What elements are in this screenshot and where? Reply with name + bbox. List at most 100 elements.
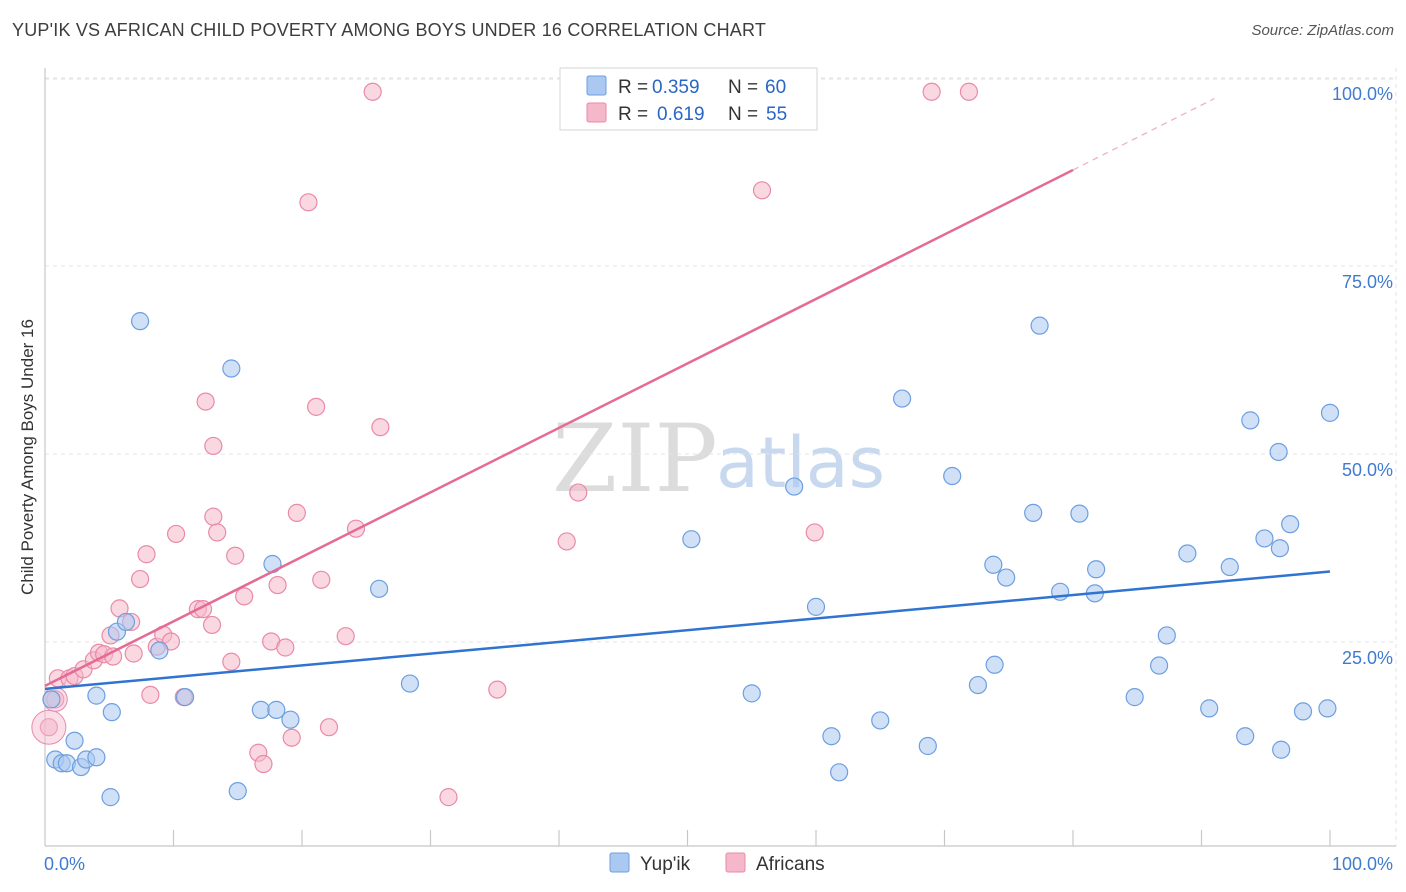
yupik-point-8 xyxy=(87,686,106,705)
yupik-point-45 xyxy=(1149,656,1169,675)
yupik-point-57 xyxy=(1293,702,1313,721)
africans-point-50 xyxy=(569,483,588,502)
africans-point-33 xyxy=(254,754,273,774)
x-axis-tick-marks xyxy=(172,830,1331,846)
yupik-point-38 xyxy=(1024,503,1043,522)
yupik-point-31 xyxy=(892,389,912,408)
yupik-point-12 xyxy=(116,612,136,632)
yupik-point-34 xyxy=(968,675,988,695)
yupik-point-41 xyxy=(1070,504,1089,523)
africans-point-30 xyxy=(226,546,245,565)
africans-point-0 xyxy=(39,718,58,737)
yupik-point-53 xyxy=(1269,442,1288,462)
yupik-point-27 xyxy=(806,597,826,616)
legend-r-value-yupik: 0.359 xyxy=(652,77,700,98)
source-label: Source: ZipAtlas.com xyxy=(1251,22,1394,39)
africans-point-42 xyxy=(319,718,339,737)
africans-point-41 xyxy=(312,570,331,589)
yupik-point-52 xyxy=(1255,529,1274,548)
yupik-point-10 xyxy=(102,703,121,722)
africans-point-45 xyxy=(363,82,382,101)
bottom-legend-swatch-africans xyxy=(725,852,746,873)
yupik-point-35 xyxy=(984,555,1003,574)
watermark: ZIP atlas xyxy=(552,405,885,514)
yupik-point-32 xyxy=(918,736,937,756)
yupik-point-33 xyxy=(943,466,962,486)
y-tick-label-75: 75.0% xyxy=(1342,272,1393,292)
africans-point-26 xyxy=(204,436,223,456)
yupik-point-55 xyxy=(1272,740,1291,759)
africans-point-43 xyxy=(336,627,355,646)
x-tick-label-min: 0.0% xyxy=(44,854,85,874)
yupik-point-25 xyxy=(742,684,761,703)
africans-point-31 xyxy=(235,587,254,606)
yupik-point-44 xyxy=(1125,688,1144,707)
yupik-trend-line xyxy=(44,570,1331,691)
y-tick-label-100: 100.0% xyxy=(1332,84,1393,104)
yupik-point-29 xyxy=(830,763,849,782)
yupik-point-20 xyxy=(267,700,286,719)
africans-point-36 xyxy=(276,638,295,657)
africans-point-24 xyxy=(196,392,215,411)
legend-r-label-yupik: R = xyxy=(618,77,648,98)
africans-point-25 xyxy=(202,615,222,635)
yupik-point-24 xyxy=(682,530,701,549)
africans-point-28 xyxy=(208,523,227,542)
yupik-point-54 xyxy=(1270,539,1289,558)
africans-points xyxy=(31,82,979,807)
yupik-point-30 xyxy=(871,711,890,730)
yupik-point-14 xyxy=(150,641,169,660)
legend-n-value-yupik: 60 xyxy=(765,77,786,98)
africans-point-47 xyxy=(439,788,458,807)
yupik-point-9 xyxy=(101,788,120,807)
y-tick-label-25: 25.0% xyxy=(1342,648,1393,668)
africans-point-13 xyxy=(124,644,143,663)
legend-n-label-africans: N = xyxy=(728,104,758,125)
africans-point-15 xyxy=(137,545,156,564)
africans-point-29 xyxy=(222,652,241,671)
africans-point-35 xyxy=(268,575,287,595)
y-axis-label: Child Poverty Among Boys Under 16 xyxy=(18,319,37,595)
yupik-point-56 xyxy=(1281,515,1300,534)
yupik-point-4 xyxy=(65,731,84,750)
bottom-legend-label-africans: Africans xyxy=(756,854,825,875)
yupik-point-36 xyxy=(985,655,1004,674)
yupik-point-59 xyxy=(1320,403,1340,422)
y-tick-label-50: 50.0% xyxy=(1342,460,1393,480)
legend-swatch-yupik xyxy=(586,75,607,96)
africans-point-51 xyxy=(752,181,772,200)
legend: R = 0.359 N = 60 R = 0.619 N = 55 xyxy=(559,67,818,131)
yupik-point-26 xyxy=(785,477,804,496)
africans-point-49 xyxy=(557,532,576,551)
yupik-point-23 xyxy=(400,674,420,693)
africans-trend-line xyxy=(44,168,1074,687)
yupik-point-15 xyxy=(175,688,195,707)
africans-cluster-bubble-low xyxy=(31,709,67,745)
africans-point-52 xyxy=(805,523,824,542)
yupik-point-7 xyxy=(87,748,106,767)
africans-point-40 xyxy=(307,397,326,416)
africans-trend-extension xyxy=(1072,97,1215,171)
yupik-point-17 xyxy=(228,782,247,801)
bottom-legend: Yup'ik Africans xyxy=(609,852,825,875)
yupik-point-13 xyxy=(130,312,150,331)
yupik-point-0 xyxy=(42,690,61,709)
africans-point-20 xyxy=(166,524,186,544)
yupik-point-48 xyxy=(1200,699,1219,718)
yupik-point-37 xyxy=(997,568,1016,587)
legend-n-value-africans: 55 xyxy=(766,104,787,125)
africans-point-46 xyxy=(371,418,390,437)
trend-lines xyxy=(44,97,1331,691)
x-tick-label-max: 100.0% xyxy=(1332,854,1393,874)
yupik-point-28 xyxy=(822,727,841,746)
yupik-point-21 xyxy=(281,710,300,729)
africans-point-16 xyxy=(141,685,160,704)
africans-point-37 xyxy=(282,728,301,747)
y-tick-labels: 25.0% 50.0% 75.0% 100.0% xyxy=(1332,84,1393,668)
bottom-legend-swatch-yupik xyxy=(609,852,630,873)
africans-point-38 xyxy=(287,503,306,522)
yupik-point-18 xyxy=(251,700,270,719)
yupik-point-47 xyxy=(1178,544,1197,563)
yupik-point-50 xyxy=(1236,727,1255,746)
